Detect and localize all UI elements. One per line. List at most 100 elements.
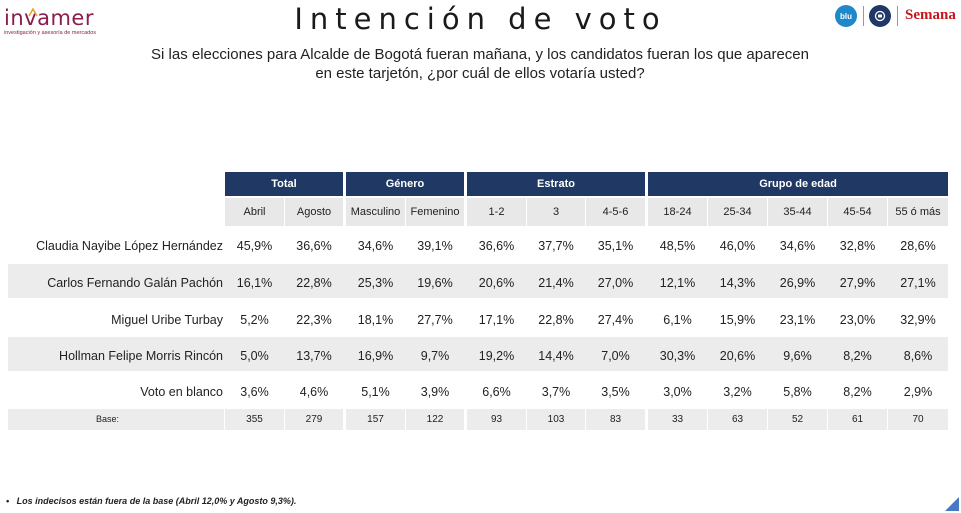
table-cell: 3,2%: [723, 385, 752, 399]
logo-divider: [897, 6, 898, 26]
table-cell: 3,9%: [420, 385, 450, 399]
row-label: Miguel Uribe Turbay: [111, 313, 223, 327]
table-cell: 8,6%: [903, 349, 933, 363]
row-label: Carlos Fernando Galán Pachón: [47, 276, 223, 290]
table-cell: 22,8%: [538, 313, 574, 327]
table-cell: 4,6%: [299, 385, 329, 399]
group-header-total: Total: [225, 172, 343, 196]
table-cell: 22,3%: [296, 313, 332, 327]
base-cell: 83: [609, 414, 622, 425]
base-cell-bg: [768, 409, 827, 430]
table-cell: 5,8%: [783, 385, 812, 399]
table-cell: 6,1%: [663, 313, 692, 327]
table-cell: 27,1%: [900, 276, 936, 290]
table-cell: 28,6%: [900, 239, 936, 253]
invamer-tagline: investigación y asesoría de mercados: [4, 30, 97, 36]
table-cell: 27,9%: [839, 276, 876, 290]
row-label: Claudia Nayibe López Hernández: [36, 239, 223, 253]
table-cell: 13,7%: [296, 349, 332, 363]
base-cell-bg: [586, 409, 645, 430]
table-cell: 20,6%: [719, 349, 756, 363]
table-cell: 36,6%: [478, 239, 515, 253]
table-cell: 2,9%: [903, 385, 933, 399]
base-cell-bg: [828, 409, 887, 430]
table-cell: 14,4%: [538, 349, 574, 363]
table-cell: 23,0%: [839, 313, 876, 327]
col-header-estrato-4-5-6: 4-5-6: [586, 198, 645, 226]
base-cell: 93: [490, 414, 503, 425]
table-cell: 32,9%: [900, 313, 936, 327]
table-cell: 12,1%: [659, 276, 696, 290]
table-cell: 35,1%: [597, 239, 634, 253]
base-cell-bg: [406, 409, 464, 430]
table-cell: 45,9%: [236, 239, 273, 253]
col-header-estrato-1-2: 1-2: [467, 198, 526, 226]
base-cell-bg: [527, 409, 585, 430]
base-row-label: Base:: [96, 414, 120, 424]
table-cell: 30,3%: [659, 349, 696, 363]
table-cell: 7,0%: [601, 349, 630, 363]
base-row-label-bg: [8, 409, 224, 430]
base-cell: 103: [547, 414, 565, 425]
col-header-55-mas: 55 ó más: [888, 198, 948, 226]
table-cell: 16,9%: [357, 349, 394, 363]
table-cell: 3,6%: [240, 385, 269, 399]
table-cell: 36,6%: [296, 239, 332, 253]
col-header-abril: Abril: [225, 198, 284, 226]
table-cell: 34,6%: [779, 239, 816, 253]
base-cell: 279: [305, 414, 323, 425]
base-cell-bg: [708, 409, 767, 430]
col-header-masculino: Masculino: [346, 198, 405, 226]
table-cell: 3,7%: [541, 385, 571, 399]
col-header-femenino: Femenino: [406, 198, 464, 226]
table-cell: 15,9%: [719, 313, 756, 327]
table-cell: 5,1%: [361, 385, 390, 399]
table-cell: 21,4%: [538, 276, 574, 290]
table-cell: 16,1%: [236, 276, 273, 290]
table-cell: 27,0%: [597, 276, 634, 290]
base-cell: 157: [367, 414, 384, 425]
base-cell-bg: [467, 409, 526, 430]
base-cell: 52: [791, 414, 804, 425]
table-cell: 17,1%: [478, 313, 515, 327]
base-cell: 70: [912, 414, 924, 425]
table-cell: 39,1%: [417, 239, 453, 253]
table-cell: 32,8%: [839, 239, 876, 253]
table-cell: 25,3%: [357, 276, 394, 290]
base-cell-bg: [225, 409, 284, 430]
base-cell: 122: [426, 414, 444, 425]
blu-radio-logo: blu: [835, 5, 857, 27]
table-cell: 14,3%: [719, 276, 756, 290]
col-header-35-44: 35-44: [768, 198, 827, 226]
base-cell: 33: [671, 414, 684, 425]
table-cell: 19,2%: [478, 349, 515, 363]
table-cell: 3,0%: [663, 385, 692, 399]
col-header-18-24: 18-24: [648, 198, 707, 226]
table-cell: 5,2%: [240, 313, 269, 327]
col-header-estrato-3: 3: [527, 198, 585, 226]
logo-accent-icon: [28, 8, 38, 17]
partner-seal-logo: [869, 5, 891, 27]
group-header-edad: Grupo de edad: [648, 172, 948, 196]
row-band: [8, 264, 948, 298]
table-cell: 6,6%: [482, 385, 511, 399]
table-cell: 22,8%: [296, 276, 332, 290]
col-header-45-54: 45-54: [828, 198, 887, 226]
col-header-agosto: Agosto: [285, 198, 343, 226]
table-cell: 23,1%: [779, 313, 816, 327]
survey-question: Si las elecciones para Alcalde de Bogotá…: [151, 46, 809, 82]
base-cell: 355: [246, 414, 263, 425]
table-cell: 20,6%: [478, 276, 515, 290]
row-label: Hollman Felipe Morris Rincón: [59, 349, 223, 363]
table-cell: 34,6%: [357, 239, 394, 253]
base-cell-bg: [285, 409, 343, 430]
footnote: • Los indecisos están fuera de la base (…: [6, 496, 297, 506]
base-cell: 61: [851, 414, 864, 425]
table-cell: 8,2%: [843, 385, 872, 399]
row-label: Voto en blanco: [140, 385, 223, 399]
table-cell: 5,0%: [240, 349, 269, 363]
table-cell: 37,7%: [538, 239, 574, 253]
group-header-estrato: Estrato: [467, 172, 645, 196]
table-cell: 8,2%: [843, 349, 872, 363]
table-cell: 46,0%: [719, 239, 756, 253]
